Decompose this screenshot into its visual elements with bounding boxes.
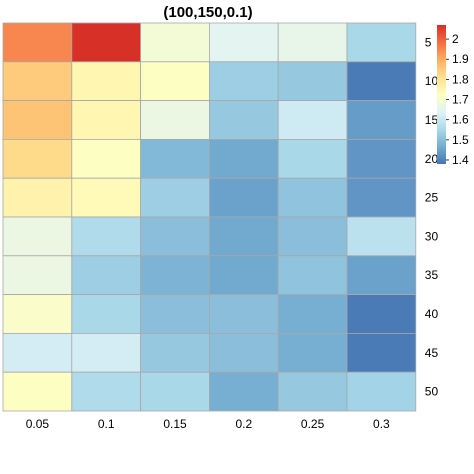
row-tick-label: 15 [425,113,439,127]
heatmap-cell [208,294,279,334]
heatmap-cell [2,332,73,373]
heatmap-cell [2,255,73,296]
row-tick-label: 40 [425,307,439,321]
heatmap-cell [277,138,348,179]
column-tick-label: 0.05 [26,417,50,431]
heatmap-cell [140,255,210,296]
heatmap-cell [208,332,279,373]
heatmap-cell [140,22,210,63]
heatmap-cell [208,100,279,140]
row-tick-label: 30 [425,229,439,243]
colorbar-legend: 2 1.9 1.8 1.7 1.6 1.5 1.4 [437,25,469,167]
heatmap-cell [346,61,417,101]
colorbar-tick-label: 1.4 [452,153,469,167]
heatmap-cell [208,22,279,63]
heatmap-cell [71,22,142,63]
heatmap-cell [277,22,348,63]
heatmap-cell [140,294,210,334]
heatmap-cell [71,216,142,257]
heatmap-cell [346,371,417,412]
heatmap-cell [140,61,210,101]
heatmap-cell [277,100,348,140]
column-tick-label: 0.3 [373,417,390,431]
heatmap-cell [71,371,142,412]
heatmap-cell [140,216,210,257]
heatmap-cell [2,371,73,412]
column-tick-label: 0.15 [163,417,187,431]
heatmap-cell [208,255,279,296]
column-tick-label: 0.25 [301,417,325,431]
column-tick-label: 0.1 [98,417,115,431]
heatmap-cell [346,100,417,140]
chart-title: (100,150,0.1) [163,4,252,21]
heatmap-cell [346,332,417,373]
heatmap-cell [2,177,73,218]
heatmap-cell [208,61,279,101]
heatmap-cell [140,177,210,218]
heatmap-cell [277,177,348,218]
row-tick-label: 25 [425,191,439,205]
colorbar-tick-label: 1.9 [452,52,469,66]
heatmap-cell [140,138,210,179]
heatmap-cell [2,138,73,179]
row-labels: 5 10 15 20 25 30 35 40 45 50 [425,35,439,398]
heatmap-cell [71,138,142,179]
heatmap-cell [71,61,142,101]
column-tick-label: 0.2 [235,417,252,431]
heatmap-cell [346,255,417,296]
colorbar-tick-label: 1.8 [452,72,469,86]
heatmap-cell [2,22,73,63]
heatmap-cell [346,177,417,218]
heatmap-cell [277,332,348,373]
heatmap-cell [140,332,210,373]
heatmap-cell [71,255,142,296]
heatmap-cells [2,22,417,412]
row-tick-label: 10 [425,74,439,88]
colorbar-tick-label: 1.7 [452,93,469,107]
heatmap-cell [2,294,73,334]
heatmap-cell [140,100,210,140]
heatmap-cell [346,138,417,179]
colorbar-tick-label: 1.6 [452,113,469,127]
heatmap-cell [71,294,142,334]
heatmap-cell [277,61,348,101]
heatmap-cell [140,371,210,412]
heatmap-cell [346,22,417,63]
row-tick-label: 20 [425,152,439,166]
heatmap-cell [71,100,142,140]
colorbar-tick-label: 2 [452,32,459,46]
heatmap-cell [71,177,142,218]
colorbar-tick-label: 1.5 [452,133,469,147]
heatmap-cell [208,138,279,179]
row-tick-label: 45 [425,346,439,360]
heatmap-cell [277,371,348,412]
heatmap-cell [346,294,417,334]
heatmap-cell [346,216,417,257]
heatmap-cell [2,216,73,257]
row-tick-label: 5 [425,35,432,49]
column-labels: 0.05 0.1 0.15 0.2 0.25 0.3 [26,417,390,431]
heatmap-cell [2,100,73,140]
heatmap-cell [277,216,348,257]
heatmap-cell [208,371,279,412]
heatmap-cell [71,332,142,373]
row-tick-label: 35 [425,268,439,282]
heatmap-cell [2,61,73,101]
heatmap-cell [277,294,348,334]
heatmap-cell [208,216,279,257]
heatmap-cell [277,255,348,296]
heatmap-cell [208,177,279,218]
colorbar-gradient [437,25,446,164]
row-tick-label: 50 [425,385,439,399]
